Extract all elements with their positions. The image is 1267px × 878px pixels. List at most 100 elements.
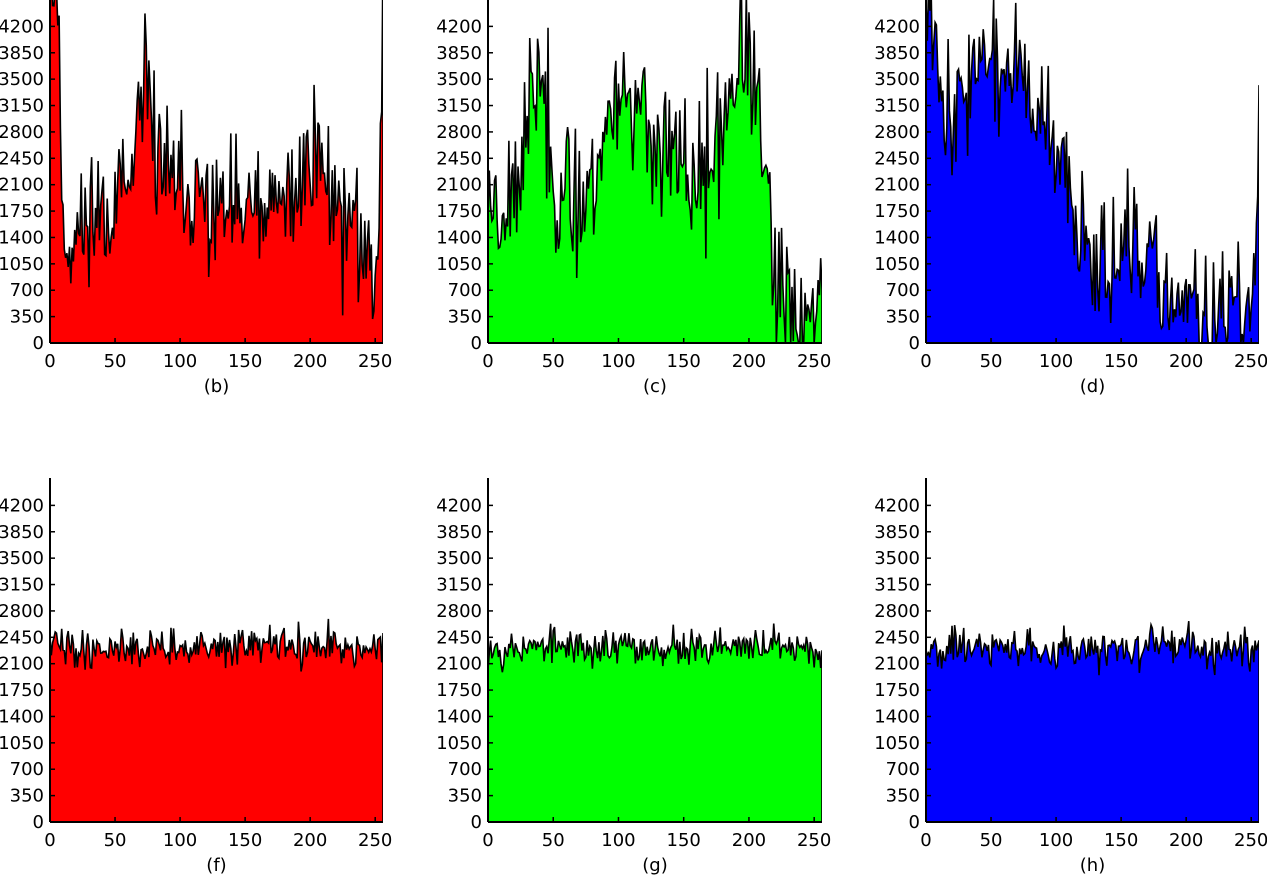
y-tick-label: 2800 — [436, 601, 482, 622]
y-tick-label: 3500 — [0, 548, 44, 569]
x-tick-label: 150 — [667, 351, 701, 372]
panel-caption: (b) — [204, 376, 229, 397]
y-tick-label: 3500 — [436, 69, 482, 90]
y-tick-label: 3150 — [0, 575, 44, 596]
x-tick-label: 150 — [1104, 830, 1138, 851]
y-tick-label: 1400 — [874, 706, 920, 727]
x-tick-label: 50 — [542, 351, 565, 372]
x-tick-label: 100 — [1039, 351, 1073, 372]
panel-caption: (h) — [1080, 855, 1105, 876]
x-tick-label: 200 — [1169, 830, 1203, 851]
histogram-area — [50, 0, 383, 343]
x-tick-label: 200 — [293, 830, 327, 851]
x-tick-label: 250 — [797, 351, 831, 372]
y-tick-label: 2450 — [0, 627, 44, 648]
y-tick-label: 2100 — [0, 175, 44, 196]
panel-caption: (g) — [642, 855, 667, 876]
histogram-area — [50, 618, 383, 822]
y-tick-label: 2100 — [436, 175, 482, 196]
y-tick-label: 1750 — [874, 680, 920, 701]
y-tick-label: 3150 — [874, 575, 920, 596]
panel-caption: (d) — [1080, 376, 1105, 397]
y-tick-label: 350 — [448, 307, 482, 328]
y-tick-label: 2450 — [0, 148, 44, 169]
y-tick-label: 1750 — [436, 680, 482, 701]
y-tick-label: 1400 — [436, 706, 482, 727]
y-tick-label: 700 — [10, 280, 44, 301]
histogram-panel: 0 350 700 1050 1400 1750 2100 2450 2800 3150 3500 3… — [874, 478, 1267, 876]
y-tick-label: 3150 — [874, 96, 920, 117]
y-tick-label: 3500 — [436, 548, 482, 569]
y-tick-label: 700 — [10, 759, 44, 780]
y-tick-label: 1400 — [0, 227, 44, 248]
x-tick-label: 50 — [104, 351, 127, 372]
y-tick-label: 700 — [448, 280, 482, 301]
x-tick-label: 200 — [1169, 351, 1203, 372]
x-tick-label: 250 — [1234, 351, 1267, 372]
x-tick-label: 100 — [1039, 830, 1073, 851]
x-tick-label: 0 — [482, 351, 493, 372]
panel-caption: (c) — [643, 376, 667, 397]
y-tick-label: 3150 — [436, 96, 482, 117]
y-tick-label: 4200 — [874, 495, 920, 516]
histogram-area — [926, 621, 1259, 822]
x-tick-label: 0 — [482, 830, 493, 851]
x-tick-label: 150 — [667, 830, 701, 851]
y-tick-label: 700 — [886, 280, 920, 301]
y-tick-label: 2100 — [0, 654, 44, 675]
histogram-area — [488, 0, 822, 343]
y-tick-label: 3850 — [874, 522, 920, 543]
y-tick-label: 2100 — [874, 654, 920, 675]
x-tick-label: 200 — [732, 351, 766, 372]
y-tick-label: 0 — [909, 812, 920, 833]
y-tick-label: 2450 — [436, 148, 482, 169]
y-tick-label: 1050 — [436, 254, 482, 275]
y-tick-label: 1750 — [0, 201, 44, 222]
y-tick-label: 1050 — [874, 733, 920, 754]
x-tick-label: 100 — [163, 830, 197, 851]
y-tick-label: 2450 — [874, 627, 920, 648]
y-tick-label: 3500 — [0, 69, 44, 90]
y-tick-label: 3850 — [0, 522, 44, 543]
y-tick-label: 1050 — [0, 733, 44, 754]
y-tick-label: 0 — [33, 812, 44, 833]
y-tick-label: 4200 — [874, 16, 920, 37]
y-tick-label: 3150 — [0, 96, 44, 117]
x-tick-label: 50 — [542, 830, 565, 851]
x-tick-label: 0 — [920, 351, 931, 372]
y-tick-label: 1050 — [436, 733, 482, 754]
x-tick-label: 150 — [1104, 351, 1138, 372]
y-tick-label: 0 — [33, 333, 44, 354]
y-tick-label: 2800 — [0, 122, 44, 143]
y-tick-label: 3150 — [436, 575, 482, 596]
y-tick-label: 2800 — [0, 601, 44, 622]
histogram-area — [926, 0, 1259, 343]
histogram-panel: 0 350 700 1050 1400 1750 2100 2450 2800 3150 3500 3… — [874, 0, 1267, 397]
x-tick-label: 100 — [601, 830, 635, 851]
x-tick-label: 200 — [732, 830, 766, 851]
panel-caption: (f) — [206, 855, 226, 876]
y-tick-label: 2450 — [436, 627, 482, 648]
y-tick-label: 3850 — [874, 43, 920, 64]
y-tick-label: 0 — [909, 333, 920, 354]
y-tick-label: 700 — [886, 759, 920, 780]
x-tick-label: 150 — [228, 351, 262, 372]
y-tick-label: 3500 — [874, 548, 920, 569]
histogram-area — [488, 623, 822, 822]
y-tick-label: 1750 — [0, 680, 44, 701]
x-tick-label: 250 — [358, 830, 392, 851]
y-tick-label: 1050 — [874, 254, 920, 275]
y-tick-label: 1750 — [436, 201, 482, 222]
x-tick-label: 0 — [44, 351, 55, 372]
y-tick-label: 1750 — [874, 201, 920, 222]
y-tick-label: 3850 — [436, 522, 482, 543]
y-tick-label: 2100 — [874, 175, 920, 196]
x-tick-label: 150 — [228, 830, 262, 851]
y-tick-label: 350 — [448, 786, 482, 807]
y-tick-label: 4200 — [0, 495, 44, 516]
x-tick-label: 200 — [293, 351, 327, 372]
y-tick-label: 700 — [448, 759, 482, 780]
y-tick-label: 4200 — [436, 16, 482, 37]
y-tick-label: 1400 — [874, 227, 920, 248]
